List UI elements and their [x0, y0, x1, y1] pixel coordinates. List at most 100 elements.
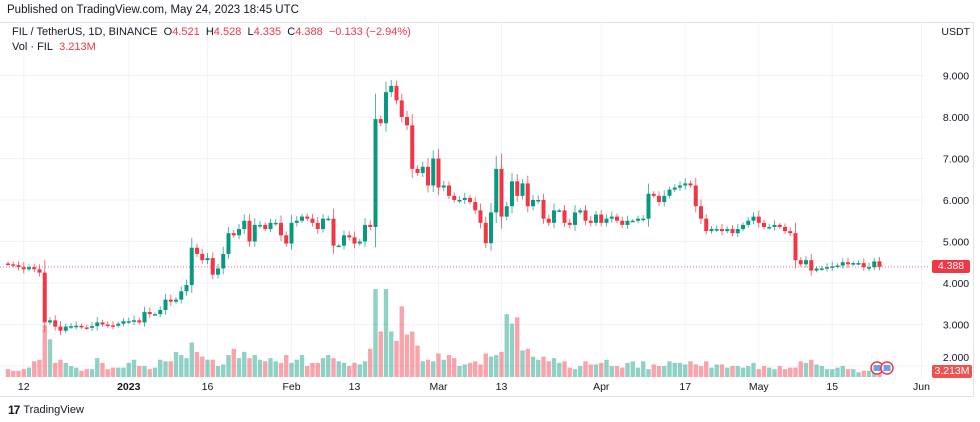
candle-body	[541, 200, 546, 219]
volume-bar	[578, 366, 583, 377]
candle-body	[153, 314, 157, 316]
candle-body	[615, 216, 619, 221]
candle-body	[42, 272, 47, 323]
volume-bar	[95, 358, 100, 377]
volume-bar	[415, 345, 420, 377]
candle-body	[331, 218, 336, 246]
volume-bar	[824, 369, 830, 377]
volume-bar	[667, 361, 672, 377]
candle-body	[405, 117, 409, 126]
volume-bar	[504, 314, 509, 377]
volume-bar	[320, 358, 326, 377]
candle-body	[84, 327, 89, 329]
volume-bar	[410, 331, 415, 377]
candle-body	[767, 226, 772, 229]
volume-bar	[672, 362, 677, 377]
volume-bar	[772, 369, 777, 377]
candle-body	[468, 197, 472, 203]
volume-bar	[557, 362, 562, 377]
volume-bar	[310, 362, 315, 377]
candle-body	[410, 125, 415, 169]
candle-body	[552, 210, 556, 223]
volume-bar	[420, 361, 425, 377]
footer-brand: TradingView	[23, 404, 84, 416]
candle-body	[546, 218, 551, 223]
y-tick-label: 8.000	[943, 112, 969, 124]
candle-body	[846, 262, 850, 265]
volume-bar	[798, 361, 803, 377]
candle-body	[16, 265, 21, 268]
volume-bar	[179, 355, 184, 377]
volume-bar	[16, 370, 21, 377]
volume-label: Vol · FIL	[12, 41, 53, 53]
volume-bar	[100, 362, 105, 377]
candle-body	[510, 181, 514, 207]
candle-body	[352, 237, 357, 244]
volume-bar	[436, 353, 441, 377]
x-tick-label: 12	[18, 381, 30, 393]
volume-bar	[877, 371, 882, 377]
volume-bar	[137, 366, 142, 377]
candle-body	[394, 85, 399, 101]
volume-bar	[131, 359, 137, 377]
candle-body	[683, 183, 688, 186]
x-tick-label: 13	[349, 381, 361, 393]
volume-bar	[620, 367, 625, 377]
volume-bar	[74, 367, 79, 377]
volume-bar	[315, 362, 320, 377]
y-tick-label: 2.000	[943, 352, 969, 364]
x-tick-label: 17	[679, 381, 691, 393]
candle-body	[6, 263, 10, 265]
candle-body	[777, 224, 782, 227]
candle-body	[357, 241, 362, 244]
candle-body	[100, 322, 105, 325]
volume-bar	[656, 366, 662, 377]
high-label: H	[205, 26, 214, 38]
volume-bar	[231, 348, 236, 377]
volume-bar	[194, 351, 200, 377]
volume-bar	[189, 342, 194, 377]
volume-bar	[856, 372, 861, 377]
volume-bar	[58, 359, 63, 377]
candle-body	[720, 229, 724, 232]
volume-bar	[184, 358, 189, 377]
candle-body	[373, 119, 378, 227]
candle-body	[840, 262, 845, 266]
x-tick-label: Apr	[593, 381, 610, 393]
candle-body	[830, 266, 835, 268]
volume-bar	[730, 366, 735, 377]
volume-bar	[252, 355, 257, 377]
volume-bar	[105, 369, 110, 377]
footer: 17 TradingView	[8, 403, 84, 417]
volume-bar	[588, 364, 593, 377]
candle-body	[478, 210, 483, 223]
candle-body	[662, 195, 667, 203]
x-tick-label: 13	[496, 381, 508, 393]
volume-bar	[425, 359, 431, 377]
close-value: 4.388	[295, 26, 323, 38]
published-note: Published on TradingView.com, May 24, 20…	[7, 4, 299, 16]
candle-body	[520, 183, 525, 196]
volume-bar	[441, 359, 446, 377]
volume-bar	[835, 367, 840, 377]
candle-body	[32, 267, 37, 270]
volume-bar	[793, 367, 798, 377]
candle-body	[74, 325, 79, 328]
candle-body	[515, 181, 520, 196]
candle-body	[672, 187, 677, 190]
candle-body	[321, 218, 325, 230]
candle-body	[473, 202, 478, 211]
candle-body	[273, 222, 278, 225]
currency-label: USDT	[941, 26, 970, 38]
symbol-label[interactable]: FIL / TetherUS, 1D, BINANCE	[12, 26, 158, 38]
volume-bar	[551, 358, 557, 377]
volume-bar	[562, 361, 567, 377]
volume-bar	[719, 364, 725, 377]
volume-bar	[268, 358, 273, 377]
volume-bar	[173, 351, 179, 377]
candle-body	[636, 218, 640, 221]
volume-bar	[37, 359, 42, 377]
volume-bar	[326, 355, 331, 377]
candle-body	[819, 268, 824, 270]
